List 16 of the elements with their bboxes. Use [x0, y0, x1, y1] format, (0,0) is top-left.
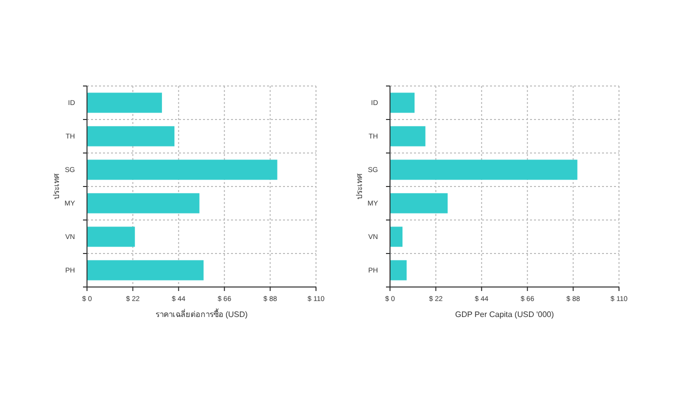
x-axis-title: GDP Per Capita (USD '000): [455, 310, 554, 319]
y-axis-title: ประเทศ: [355, 174, 364, 200]
bar: [87, 226, 135, 247]
bar: [390, 126, 426, 146]
x-axis-title: ราคาเฉลี่ยต่อการซื้อ (USD): [155, 308, 248, 319]
bar: [87, 193, 200, 214]
bar: [87, 126, 174, 146]
bar: [87, 260, 204, 280]
bar: [390, 193, 448, 214]
bar: [87, 160, 278, 180]
y-axis-title: ประเทศ: [52, 174, 61, 200]
bar: [87, 92, 162, 113]
bar: [390, 160, 578, 180]
bar: [390, 92, 415, 113]
bar: [390, 260, 407, 280]
bar: [390, 226, 402, 247]
